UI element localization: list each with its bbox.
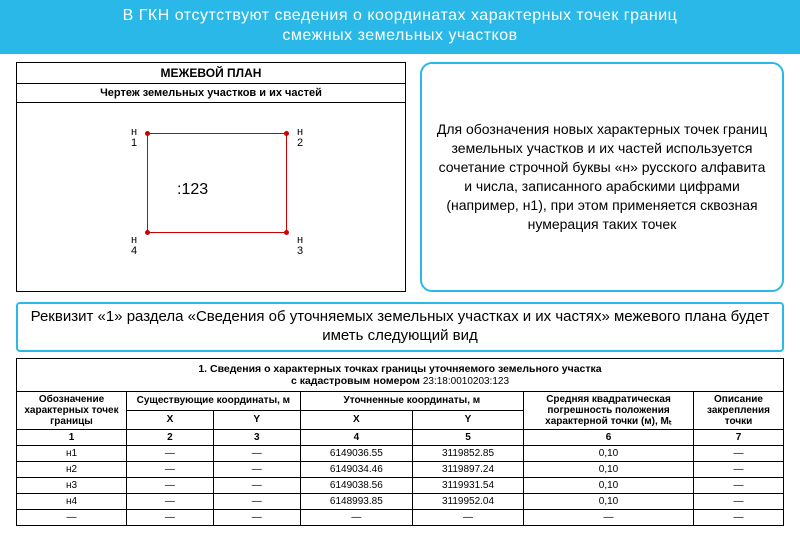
table-cell: — [127,477,214,493]
table-cell: — [213,477,300,493]
header-line1: В ГКН отсутствуют сведения о координатах… [20,6,780,26]
plot-rectangle [147,133,287,233]
table-cell: н4 [17,493,127,509]
table-cell: 6149036.55 [300,445,412,461]
point-dot [145,230,150,235]
plot-number: :123 [177,181,208,199]
plan-subtitle: Чертеж земельных участков и их частей [17,84,405,103]
table-cell: н3 [17,477,127,493]
col-sub: Y [413,410,524,429]
table-cell: 0,10 [524,493,694,509]
plan-box: МЕЖЕВОЙ ПЛАН Чертеж земельных участков и… [16,62,406,292]
table-cell: — [694,493,784,509]
plan-title: МЕЖЕВОЙ ПЛАН [17,63,405,84]
table-cell: 3119897.24 [413,461,524,477]
col-head: Средняя квадратическая погрешность полож… [524,391,694,429]
table-row: н4——6148993.853119952.040,10— [17,493,784,509]
table-cell: 6149034.46 [300,461,412,477]
point-label: н2 [293,127,307,149]
table-title: 1. Сведения о характерных точках границы… [17,358,784,391]
table-cell: — [127,509,214,525]
table-cell: 3119931.54 [413,477,524,493]
col-head: Описание закрепления точки [694,391,784,429]
table-cell: — [694,461,784,477]
coordinates-table: 1. Сведения о характерных точках границы… [16,358,784,526]
table-cell: — [17,509,127,525]
col-sub: Y [213,410,300,429]
col-sub: X [300,410,412,429]
table-cell: н1 [17,445,127,461]
table-cell: 3119852.85 [413,445,524,461]
point-dot [145,131,150,136]
table-cell: — [213,493,300,509]
point-label: н1 [127,127,141,149]
table-cell: н2 [17,461,127,477]
table-row: н1——6149036.553119852.850,10— [17,445,784,461]
col-head: Обозначение характерных точек границы [17,391,127,429]
col-sub: X [127,410,214,429]
table-cell: — [127,445,214,461]
table-num-row: 1 2 3 4 5 6 7 [17,429,784,445]
info-text: Для обозначения новых характерных точек … [436,120,768,233]
top-row: МЕЖЕВОЙ ПЛАН Чертеж земельных участков и… [0,54,800,298]
table-row: ——————— [17,509,784,525]
col-head: Уточненные координаты, м [300,391,523,410]
table-cell: 6149038.56 [300,477,412,493]
info-box: Для обозначения новых характерных точек … [420,62,784,292]
table-row: н2——6149034.463119897.240,10— [17,461,784,477]
table-wrap: 1. Сведения о характерных точках границы… [0,358,800,534]
point-dot [284,230,289,235]
header-banner: В ГКН отсутствуют сведения о координатах… [0,0,800,54]
table-cell: — [213,509,300,525]
header-line2: смежных земельных участков [20,26,780,46]
table-cell: 6148993.85 [300,493,412,509]
point-dot [284,131,289,136]
section-banner: Реквизит «1» раздела «Сведения об уточня… [16,302,784,352]
point-label: н4 [127,235,141,257]
table-cell: — [213,445,300,461]
table-cell: — [213,461,300,477]
table-cell: — [694,445,784,461]
table-cell: 0,10 [524,461,694,477]
point-label: н3 [293,235,307,257]
table-cell: — [694,509,784,525]
table-row: н3——6149038.563119931.540,10— [17,477,784,493]
table-cell: 0,10 [524,445,694,461]
table-cell: — [127,461,214,477]
plan-canvas: н1 н2 н3 н4 :123 [17,103,405,291]
table-cell: 3119952.04 [413,493,524,509]
table-cell: — [694,477,784,493]
table-cell: — [127,493,214,509]
col-head: Существующие координаты, м [127,391,301,410]
table-cell: — [413,509,524,525]
table-cell: — [300,509,412,525]
table-cell: — [524,509,694,525]
table-cell: 0,10 [524,477,694,493]
